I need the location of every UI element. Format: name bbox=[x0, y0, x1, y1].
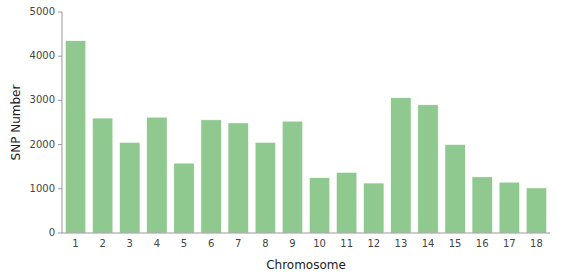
bar bbox=[65, 41, 85, 233]
bars bbox=[65, 41, 546, 233]
x-tick-label: 16 bbox=[476, 238, 489, 249]
bar bbox=[201, 120, 221, 233]
x-axis-title: Chromosome bbox=[266, 258, 346, 272]
y-tick-label: 3000 bbox=[30, 94, 55, 105]
y-tick-label: 0 bbox=[49, 227, 55, 238]
y-tick bbox=[58, 100, 62, 101]
x-tick-label: 4 bbox=[154, 238, 160, 249]
y-tick bbox=[58, 144, 62, 145]
x-tick-label: 2 bbox=[99, 238, 105, 249]
x-axis-line bbox=[62, 233, 550, 234]
chart-svg: 0100020003000400050001234567891011121314… bbox=[0, 0, 562, 277]
y-axis: 0 1000 2000 3000 4000 5000 bbox=[30, 6, 62, 238]
x-tick-label: 7 bbox=[235, 238, 241, 249]
bar bbox=[526, 188, 546, 233]
bar bbox=[364, 183, 384, 233]
bar bbox=[282, 121, 302, 233]
x-axis: 123456789101112131415161718 bbox=[72, 238, 542, 249]
chart-container: 0100020003000400050001234567891011121314… bbox=[0, 0, 562, 277]
bar bbox=[337, 172, 357, 233]
y-tick-label: 4000 bbox=[30, 50, 55, 61]
bar bbox=[472, 177, 492, 233]
y-tick bbox=[58, 12, 62, 13]
bar bbox=[174, 163, 194, 233]
x-tick-label: 10 bbox=[313, 238, 326, 249]
bar bbox=[255, 142, 275, 233]
x-tick-label: 1 bbox=[72, 238, 78, 249]
x-tick-label: 8 bbox=[262, 238, 268, 249]
y-axis-title: SNP Number bbox=[9, 85, 23, 161]
x-tick-label: 6 bbox=[208, 238, 214, 249]
y-tick-label: 1000 bbox=[30, 183, 55, 194]
x-tick-label: 3 bbox=[127, 238, 133, 249]
y-axis-line bbox=[62, 12, 63, 233]
y-tick-label: 2000 bbox=[30, 139, 55, 150]
bar bbox=[499, 182, 519, 233]
bar bbox=[309, 178, 329, 233]
y-tick bbox=[58, 233, 62, 234]
y-tick bbox=[58, 188, 62, 189]
bar bbox=[93, 118, 113, 233]
x-tick-label: 11 bbox=[340, 238, 353, 249]
x-tick-label: 15 bbox=[449, 238, 462, 249]
bar bbox=[418, 105, 438, 233]
x-tick-label: 14 bbox=[422, 238, 435, 249]
bar bbox=[391, 98, 411, 233]
bar bbox=[228, 123, 248, 233]
x-tick-label: 5 bbox=[181, 238, 187, 249]
bar bbox=[120, 142, 140, 233]
bar bbox=[445, 145, 465, 233]
x-tick-label: 18 bbox=[530, 238, 543, 249]
x-tick-label: 9 bbox=[289, 238, 295, 249]
x-tick-label: 17 bbox=[503, 238, 516, 249]
bar bbox=[147, 117, 167, 233]
x-tick-label: 12 bbox=[367, 238, 380, 249]
x-tick-label: 13 bbox=[395, 238, 408, 249]
y-tick bbox=[58, 56, 62, 57]
y-tick-label: 5000 bbox=[30, 6, 55, 17]
